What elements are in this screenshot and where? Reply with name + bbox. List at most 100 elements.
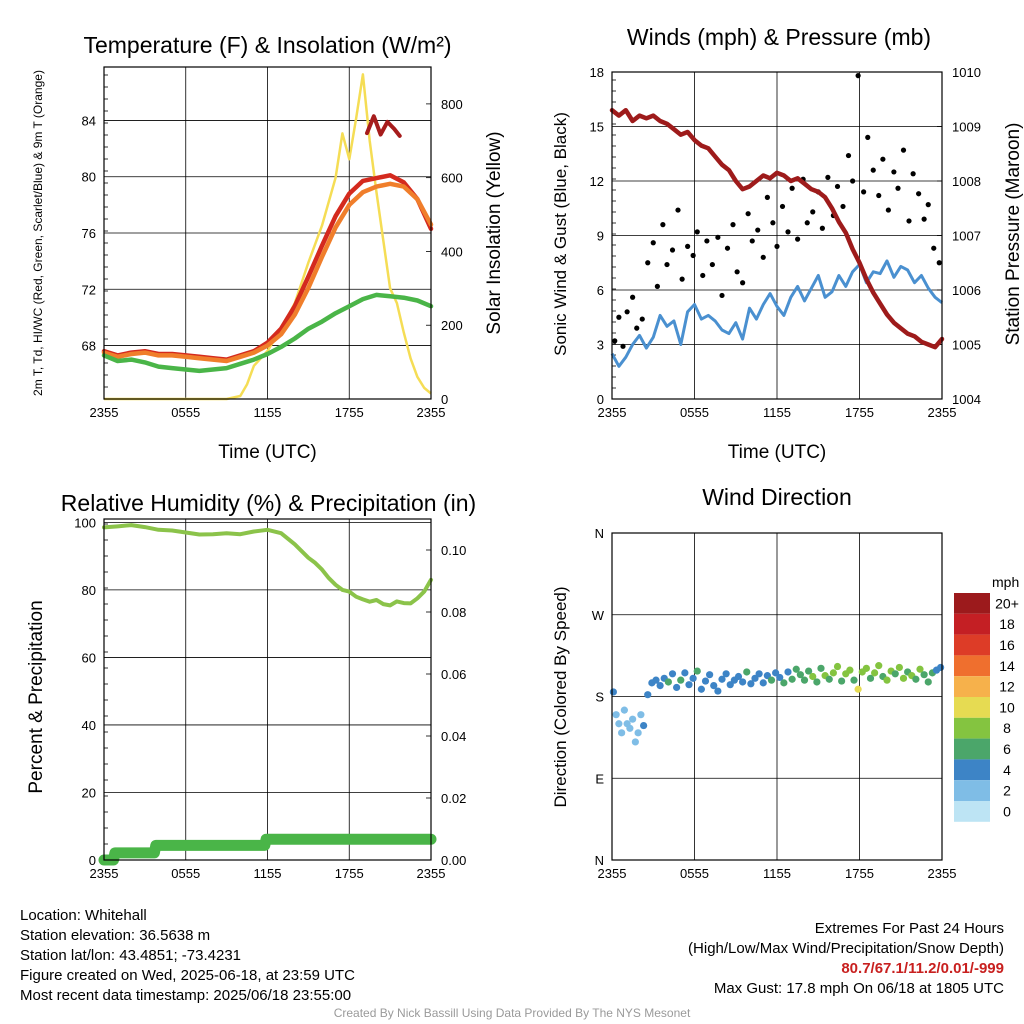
legend-title: mph bbox=[992, 574, 1019, 590]
direction-point bbox=[718, 675, 726, 683]
direction-point bbox=[637, 711, 645, 719]
gust-point bbox=[685, 243, 691, 249]
direction-point bbox=[854, 685, 862, 693]
latlon-text: Station lat/lon: 43.4851; -73.4231 bbox=[20, 947, 242, 964]
extremes-values: 80.7/67.1/11.2/0.01/-999 bbox=[841, 960, 1004, 977]
y-tick-label: N bbox=[595, 526, 604, 541]
legend-swatch bbox=[954, 655, 990, 677]
direction-point bbox=[829, 669, 837, 677]
direction-point bbox=[792, 665, 800, 673]
legend-swatch bbox=[954, 738, 990, 760]
x-axis-label: Time (UTC) bbox=[218, 442, 317, 463]
gust-point bbox=[910, 171, 916, 177]
gust-point bbox=[850, 178, 856, 184]
y2-tick-label: 1009 bbox=[952, 120, 981, 135]
direction-point bbox=[685, 681, 693, 689]
extremes-info: Extremes For Past 24 Hours (High/Low/Max… bbox=[688, 919, 1004, 999]
gust-point bbox=[885, 207, 891, 213]
direction-point bbox=[706, 671, 714, 679]
gust-point bbox=[834, 183, 841, 190]
direction-point bbox=[673, 683, 681, 692]
precipitation-line bbox=[98, 833, 437, 866]
gust-point bbox=[840, 203, 846, 210]
direction-point bbox=[609, 688, 617, 696]
direction-point bbox=[701, 677, 710, 685]
direction-point bbox=[629, 715, 637, 723]
gust-point bbox=[764, 194, 770, 200]
x-tick-label: 2355 bbox=[417, 866, 446, 881]
y-tick-label: 100 bbox=[74, 515, 96, 530]
chart-title: Temperature (F) & Insolation (W/m²) bbox=[83, 32, 451, 58]
x-tick-label: 2355 bbox=[417, 405, 446, 420]
direction-point bbox=[891, 670, 899, 678]
sustained-wind-line bbox=[610, 259, 943, 368]
direction-point bbox=[612, 711, 620, 719]
direction-point bbox=[784, 668, 792, 676]
gust-point bbox=[730, 222, 736, 228]
temperature-panel: 2355 0555 1155 1755 2355 68 72 76 80 84 0 200 400 600… bbox=[31, 32, 505, 463]
direction-point bbox=[817, 664, 825, 672]
direction-point bbox=[656, 682, 664, 690]
chart-title: Relative Humidity (%) & Precipitation (i… bbox=[61, 490, 476, 516]
direction-point bbox=[862, 664, 870, 672]
extremes-title: Extremes For Past 24 Hours bbox=[814, 920, 1004, 937]
x-axis-label: Time (UTC) bbox=[728, 442, 827, 463]
y-tick-label: W bbox=[592, 608, 605, 623]
gust-point bbox=[650, 240, 656, 246]
legend-label: 4 bbox=[1003, 762, 1011, 778]
pressure-line bbox=[609, 107, 945, 350]
gust-point bbox=[694, 229, 700, 235]
direction-point bbox=[920, 671, 928, 679]
y-tick-label: S bbox=[595, 690, 604, 705]
y-tick-label: 76 bbox=[82, 226, 96, 241]
gust-point bbox=[719, 292, 725, 299]
direction-point bbox=[866, 674, 875, 682]
insolation-line bbox=[104, 73, 432, 401]
direction-point bbox=[780, 679, 788, 687]
gust-point bbox=[634, 325, 640, 331]
gust-point bbox=[931, 245, 937, 251]
gust-point bbox=[785, 229, 791, 235]
direction-point bbox=[668, 670, 677, 678]
direction-point bbox=[833, 662, 842, 671]
x-tick-label: 0555 bbox=[171, 866, 200, 881]
direction-point bbox=[805, 667, 813, 675]
gust-point bbox=[630, 294, 636, 300]
direction-point bbox=[883, 676, 891, 684]
legend-swatch bbox=[954, 801, 990, 822]
gust-point bbox=[724, 245, 731, 251]
direction-point bbox=[640, 721, 648, 730]
x-tick-label: 1755 bbox=[335, 405, 364, 420]
gust-point bbox=[810, 209, 816, 215]
direction-point bbox=[899, 674, 908, 682]
gust-point bbox=[819, 225, 825, 231]
legend-label: 8 bbox=[1003, 720, 1011, 736]
direction-point bbox=[788, 675, 796, 683]
y2-tick-label: 0.08 bbox=[441, 605, 466, 620]
y-axis-label: Percent & Precipitation bbox=[26, 600, 47, 793]
gust-point bbox=[612, 338, 618, 344]
legend-label: 6 bbox=[1003, 741, 1011, 757]
direction-point bbox=[644, 691, 652, 699]
legend-label: 16 bbox=[999, 637, 1015, 653]
x-tick-label: 2355 bbox=[90, 866, 119, 881]
x-tick-label: 2355 bbox=[598, 405, 627, 420]
gust-point bbox=[880, 156, 886, 162]
gust-point bbox=[654, 283, 660, 289]
gust-point bbox=[845, 152, 852, 159]
gust-point bbox=[774, 243, 780, 249]
direction-point bbox=[912, 675, 920, 683]
y2-tick-label: 0.00 bbox=[441, 853, 466, 868]
direction-point bbox=[693, 667, 701, 675]
direction-point bbox=[767, 676, 776, 684]
y-tick-label: 0 bbox=[597, 392, 604, 407]
y2-axis-label: Station Pressure (Maroon) bbox=[1003, 123, 1024, 346]
x-tick-label: 1155 bbox=[763, 405, 791, 420]
y-axis-label: Sonic Wind & Gust (Blue, Black) bbox=[551, 112, 570, 356]
y2-tick-label: 1005 bbox=[952, 338, 981, 353]
y-tick-label: 20 bbox=[82, 785, 96, 800]
credit-text: Created By Nick Bassill Using Data Provi… bbox=[333, 1006, 691, 1020]
gust-point bbox=[679, 276, 685, 282]
station-info: Location: Whitehall Station elevation: 3… bbox=[20, 906, 355, 1006]
direction-point bbox=[846, 666, 854, 674]
